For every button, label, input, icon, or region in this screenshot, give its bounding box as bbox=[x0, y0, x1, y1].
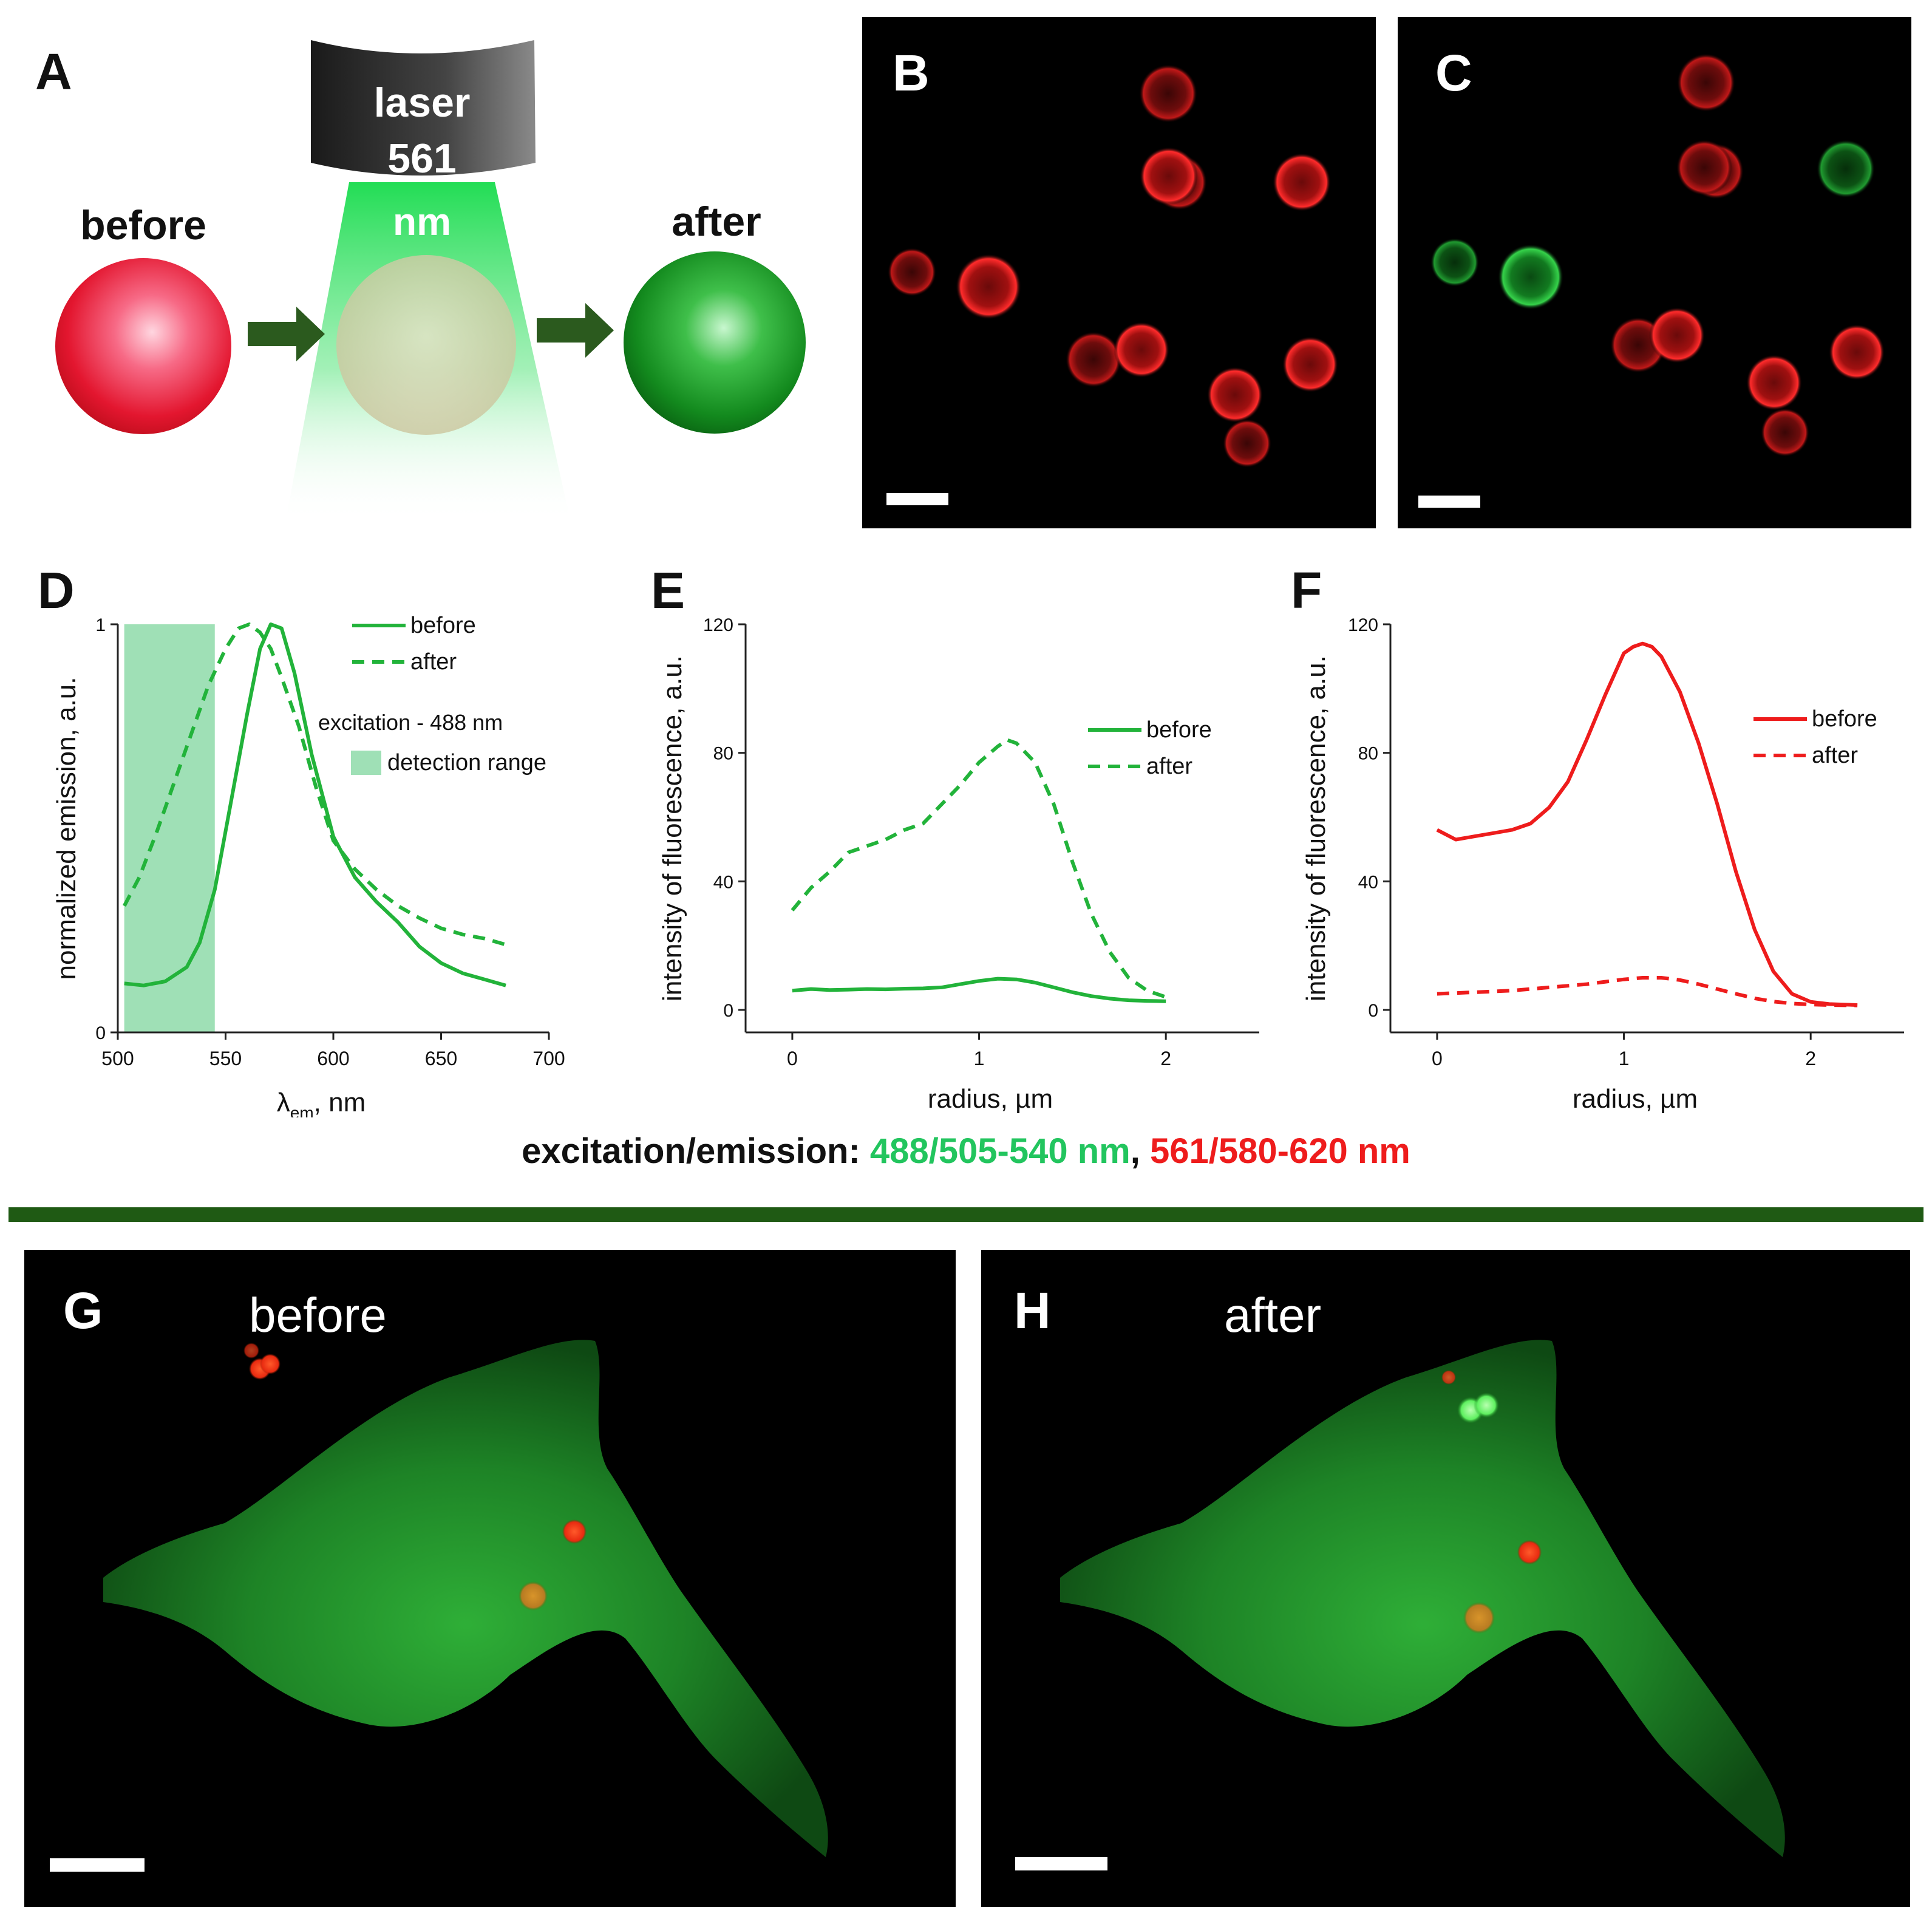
arrow-right-icon bbox=[537, 303, 614, 358]
panel-a-illustration bbox=[55, 40, 806, 522]
series-line-after bbox=[123, 622, 506, 947]
legend-label-after: after bbox=[1146, 754, 1192, 779]
y-tick-label: 120 bbox=[1348, 615, 1378, 635]
x-tick-label: 550 bbox=[209, 1048, 242, 1069]
panel-b-micrograph: B bbox=[862, 17, 1376, 528]
section-divider bbox=[9, 1207, 1923, 1222]
detection-band bbox=[124, 624, 215, 1032]
excitation-emission-caption: excitation/emission: 488/505-540 nm, 561… bbox=[0, 1131, 1932, 1171]
arrow-right-icon bbox=[248, 307, 325, 361]
laser-label-3: nm bbox=[393, 200, 451, 244]
bead-bleaching bbox=[336, 255, 516, 435]
legend-label-after: after bbox=[1812, 743, 1858, 768]
panel-c-micrograph: C bbox=[1398, 17, 1911, 528]
y-axis-label: normalized emission, a.u. bbox=[52, 677, 81, 980]
bead-before bbox=[55, 258, 231, 434]
series-line-before bbox=[792, 977, 1166, 1003]
caption-red: 561/580-620 nm bbox=[1149, 1131, 1410, 1171]
after-label: after bbox=[672, 199, 761, 245]
y-tick-label: 0 bbox=[95, 1023, 106, 1043]
y-tick-label: 40 bbox=[713, 872, 733, 892]
x-tick-label: 0 bbox=[787, 1048, 798, 1069]
y-tick-label: 40 bbox=[1358, 872, 1378, 892]
legend-label-before: before bbox=[1146, 717, 1212, 743]
legend-note: excitation - 488 nm bbox=[318, 710, 503, 735]
laser-label-1: laser bbox=[373, 80, 471, 126]
panel-letter-h: H bbox=[1014, 1282, 1051, 1339]
panel-letter-b: B bbox=[893, 44, 930, 101]
panel-g-micrograph: G before bbox=[24, 1250, 956, 1907]
x-tick-label: 500 bbox=[101, 1048, 134, 1069]
legend-label-before: before bbox=[1812, 706, 1877, 732]
series-line-after bbox=[1437, 976, 1858, 1007]
x-tick-label: 1 bbox=[1619, 1048, 1630, 1069]
legend-label-after: after bbox=[410, 649, 457, 675]
panel-letter-f: F bbox=[1291, 562, 1322, 619]
x-tick-label: 650 bbox=[425, 1048, 457, 1069]
before-label: before bbox=[80, 202, 206, 248]
legend-swatch-band bbox=[351, 751, 381, 775]
panel-letter-e: E bbox=[651, 562, 685, 619]
panel-letter-g: G bbox=[63, 1282, 103, 1339]
x-axis-label: λem, nm bbox=[277, 1088, 366, 1117]
y-tick-label: 120 bbox=[703, 615, 733, 635]
y-tick-label: 80 bbox=[713, 744, 733, 764]
scale-bar bbox=[1015, 1857, 1107, 1870]
y-axis-label: intensity of fluorescence, a.u. bbox=[1301, 655, 1331, 1001]
laser-label-2: 561 bbox=[387, 135, 457, 182]
caption-green: 488/505-540 nm bbox=[869, 1131, 1131, 1171]
y-tick-label: 0 bbox=[1368, 1001, 1378, 1021]
scale-bar bbox=[50, 1858, 145, 1872]
scale-bar bbox=[1418, 496, 1480, 508]
x-tick-label: 1 bbox=[974, 1048, 985, 1069]
panel-h-label: after bbox=[1224, 1288, 1322, 1342]
panel-g-label: before bbox=[249, 1288, 387, 1342]
chart-d: 500 550 600 650 700 0 1 normalized emission, a.… bbox=[52, 613, 565, 1117]
y-tick-label: 80 bbox=[1358, 744, 1378, 764]
x-axis-label: radius, µm bbox=[928, 1084, 1053, 1114]
y-tick-label: 1 bbox=[95, 615, 106, 635]
series-line-before bbox=[124, 622, 506, 987]
series-line-after bbox=[791, 738, 1167, 999]
legend-label-band: detection range bbox=[387, 750, 546, 776]
x-tick-label: 2 bbox=[1805, 1048, 1816, 1069]
legend-label-before: before bbox=[410, 613, 476, 638]
x-tick-label: 2 bbox=[1160, 1048, 1171, 1069]
x-tick-label: 0 bbox=[1432, 1048, 1443, 1069]
y-tick-label: 0 bbox=[723, 1001, 733, 1021]
panel-a: A laser 561 nm before after bbox=[0, 0, 850, 534]
x-axis-label: radius, µm bbox=[1573, 1084, 1698, 1114]
x-tick-label: 700 bbox=[532, 1048, 565, 1069]
panel-letter-d: D bbox=[38, 562, 75, 619]
panel-h-micrograph: H after bbox=[981, 1250, 1910, 1907]
x-tick-label: 600 bbox=[317, 1048, 349, 1069]
y-axis-label: intensity of fluorescence, a.u. bbox=[658, 655, 687, 1001]
caption-sep: , bbox=[1130, 1131, 1150, 1171]
series-line-before bbox=[1436, 641, 1858, 1007]
panel-letter-c: C bbox=[1435, 44, 1472, 101]
panel-letter-a: A bbox=[35, 43, 72, 100]
scale-bar bbox=[886, 493, 948, 505]
bead-after bbox=[624, 251, 806, 434]
caption-prefix: excitation/emission: bbox=[522, 1131, 870, 1171]
